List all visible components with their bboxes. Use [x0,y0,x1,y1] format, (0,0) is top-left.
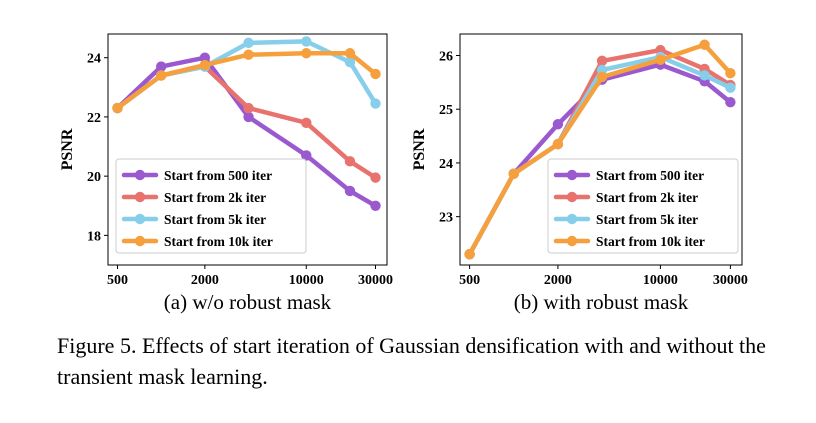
data-point [344,56,356,68]
legend-label: Start from 5k iter [596,212,698,227]
x-tick-label: 30000 [358,273,393,288]
data-point [699,39,710,50]
x-tick-label: 500 [459,273,480,288]
data-point [596,55,608,67]
y-tick-label: 25 [439,103,453,118]
data-point [508,168,519,179]
y-tick-label: 24 [87,52,101,67]
legend-label: Start from 500 iter [596,168,704,183]
data-point [552,119,564,130]
data-point [301,117,312,129]
legend-label: Start from 10k iter [164,234,273,249]
x-tick-label: 2000 [544,273,572,288]
y-tick-label: 20 [87,170,101,185]
data-point [725,68,736,79]
data-point [344,156,356,167]
plot-frame [107,33,388,266]
legend-label: Start from 2k iter [164,190,266,205]
data-point [370,172,381,183]
data-point [199,59,211,71]
data-point [243,37,254,49]
legend-swatch-marker [134,191,146,203]
x-tick-label: 500 [107,273,128,288]
legend-label: Start from 2k iter [596,190,698,205]
data-point [344,185,356,197]
legend-swatch-marker [566,235,578,247]
figure-caption: Figure 5. Effects of start iteration of … [57,333,766,389]
legend-box [547,158,739,254]
subcaption: (a) w/o robust mask [164,290,332,314]
data-point [199,52,211,63]
data-point [552,138,564,150]
y-axis-label: PSNR [59,128,76,170]
data-point [112,102,123,114]
legend-swatch-marker [134,213,146,225]
y-tick-label: 23 [439,211,453,226]
legend-swatch-marker [134,169,146,181]
x-tick-label: 10000 [289,273,324,288]
legend-box [115,158,307,254]
data-point [464,249,475,260]
subcaption: (b) with robust mask [514,290,689,314]
legend-label: Start from 5k iter [164,212,266,227]
data-point [301,36,312,47]
x-tick-label: 2000 [191,273,219,288]
y-tick-label: 22 [87,111,101,126]
data-point [155,61,167,72]
data-point [596,71,608,83]
data-point [370,200,381,211]
data-point [243,111,254,123]
x-tick-label: 30000 [713,273,748,288]
data-point [655,54,666,65]
legend-label: Start from 500 iter [164,168,272,183]
series-line [115,51,378,111]
data-point [155,70,167,81]
legend-swatch-marker [566,191,578,203]
data-point [725,97,736,108]
y-tick-label: 18 [87,229,101,244]
data-point [301,48,312,59]
y-tick-label: 24 [439,157,453,172]
y-axis-label: PSNR [411,128,428,170]
data-point [243,102,254,114]
figure-charts: 500 2000 10000 30000 18 20 22 24 PSNR Start from … [59,33,748,314]
data-point [243,49,254,60]
legend-swatch-marker [134,235,146,247]
data-point [370,68,381,80]
data-point [725,82,736,93]
data-point [344,48,356,59]
legend-swatch-marker [566,213,578,225]
data-point [370,98,381,109]
legend-label: Start from 10k iter [596,234,705,249]
x-tick-label: 10000 [643,273,678,288]
plot-frame [459,33,743,266]
legend-swatch-marker [566,169,578,181]
data-point [301,150,312,161]
y-tick-label: 26 [439,49,453,64]
data-point [699,70,710,81]
